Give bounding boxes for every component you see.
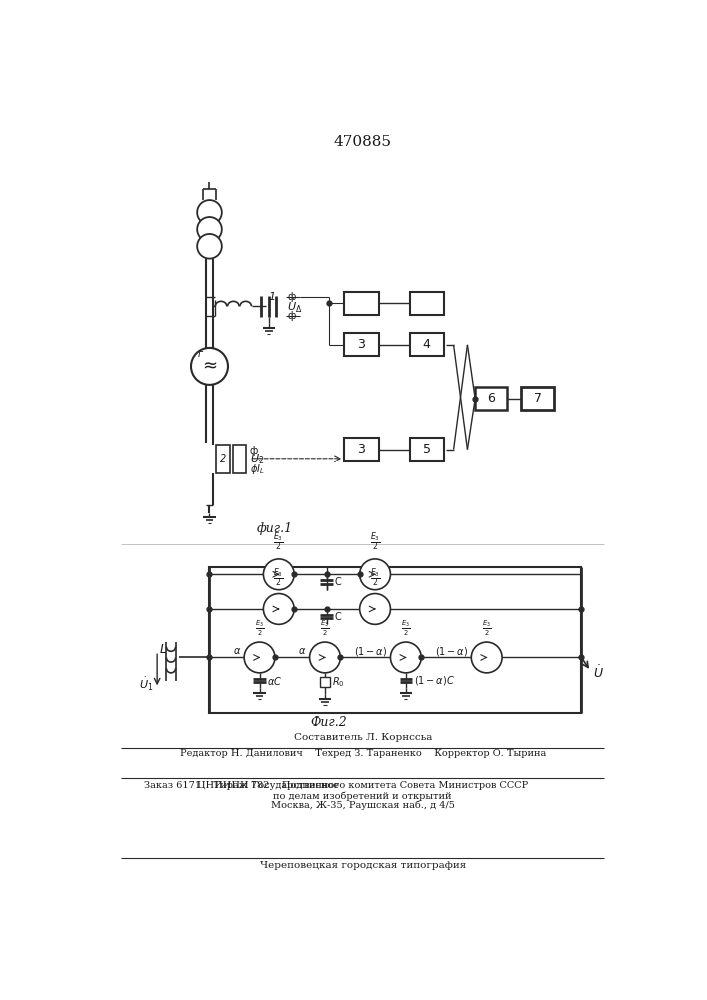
Text: 3: 3 (357, 443, 365, 456)
Text: $\alpha$: $\alpha$ (233, 646, 241, 656)
Text: $(1-\alpha)C$: $(1-\alpha)C$ (414, 674, 455, 687)
Bar (320, 677, 330, 687)
Circle shape (197, 217, 222, 242)
Bar (409, 333, 444, 356)
Circle shape (244, 642, 275, 673)
Text: L: L (160, 643, 167, 656)
Circle shape (264, 594, 294, 624)
Text: $\frac{E_3}{2}$: $\frac{E_3}{2}$ (274, 566, 284, 589)
Text: 6: 6 (487, 392, 495, 405)
Text: 2: 2 (219, 454, 226, 464)
Bar (216, 445, 230, 473)
Text: $\dot{U}_\Delta$: $\dot{U}_\Delta$ (287, 298, 303, 315)
Text: C: C (334, 612, 341, 622)
Text: $\phi \dot{I}_L$: $\phi \dot{I}_L$ (250, 459, 264, 477)
Text: 3: 3 (357, 338, 365, 351)
Text: 470885: 470885 (334, 135, 392, 149)
Text: $\frac{E_3}{2}$: $\frac{E_3}{2}$ (482, 619, 491, 638)
Text: по делам изобретений и открытий: по делам изобретений и открытий (274, 791, 452, 801)
Text: Составитель Л. Корнссьа: Составитель Л. Корнссьа (293, 733, 432, 742)
Circle shape (472, 642, 502, 673)
Circle shape (197, 200, 222, 225)
Bar (409, 292, 444, 315)
Text: $\frac{E_3}{2}$: $\frac{E_3}{2}$ (370, 566, 380, 589)
Text: Фиг.2: Фиг.2 (310, 716, 347, 729)
Text: ≈: ≈ (202, 357, 217, 375)
Text: ф: ф (250, 446, 258, 456)
Circle shape (390, 642, 421, 673)
Bar (344, 438, 379, 461)
Text: C: C (334, 577, 341, 587)
Text: $(1-\alpha)$: $(1-\alpha)$ (435, 645, 468, 658)
Text: $R_0$: $R_0$ (332, 675, 344, 689)
Text: $\alpha C$: $\alpha C$ (267, 675, 283, 687)
Text: Редактор Н. Данилович    Техред З. Тараненко    Корректор О. Тырина: Редактор Н. Данилович Техред З. Тараненк… (180, 749, 546, 758)
Text: ЦНИИПИ Государственного комитета Совета Министров СССР: ЦНИИПИ Государственного комитета Совета … (197, 781, 528, 790)
Bar (209, 567, 581, 713)
Text: 7: 7 (534, 392, 542, 405)
Bar (344, 292, 379, 315)
Text: г: г (198, 349, 203, 359)
Text: 4: 4 (423, 338, 431, 351)
Circle shape (264, 559, 294, 590)
Bar (521, 387, 554, 410)
Text: $\frac{E_3}{2}$: $\frac{E_3}{2}$ (370, 530, 380, 553)
Text: Череповецкая городская типография: Череповецкая городская типография (259, 861, 466, 870)
Text: $\frac{E_3}{2}$: $\frac{E_3}{2}$ (320, 619, 329, 638)
Text: 5: 5 (423, 443, 431, 456)
Circle shape (360, 559, 390, 590)
Circle shape (197, 234, 222, 259)
Text: $\frac{E_3}{2}$: $\frac{E_3}{2}$ (401, 619, 411, 638)
Text: $(1-\alpha)$: $(1-\alpha)$ (354, 645, 387, 658)
Text: $\frac{E_3}{2}$: $\frac{E_3}{2}$ (255, 619, 264, 638)
Circle shape (310, 642, 340, 673)
Text: $\alpha$: $\alpha$ (298, 646, 307, 656)
Text: $\dot{U}_1$: $\dot{U}_1$ (139, 676, 153, 693)
Text: ф: ф (287, 292, 296, 302)
Bar (475, 387, 508, 410)
Bar (409, 438, 444, 461)
Text: ф: ф (287, 311, 296, 321)
Text: Москва, Ж-35, Раушская наб., д 4/5: Москва, Ж-35, Раушская наб., д 4/5 (271, 801, 455, 810)
Circle shape (360, 594, 390, 624)
Text: 1: 1 (269, 292, 276, 302)
Bar (233, 445, 247, 473)
Text: Заказ 6171    Тираж 782    Подписное: Заказ 6171 Тираж 782 Подписное (144, 781, 339, 790)
Text: $\frac{E_3}{2}$: $\frac{E_3}{2}$ (274, 530, 284, 553)
Text: $\dot{U}$: $\dot{U}$ (593, 665, 604, 681)
Text: фиг.1: фиг.1 (257, 522, 293, 535)
Bar (344, 333, 379, 356)
Circle shape (191, 348, 228, 385)
Text: $U_2$: $U_2$ (250, 452, 264, 466)
